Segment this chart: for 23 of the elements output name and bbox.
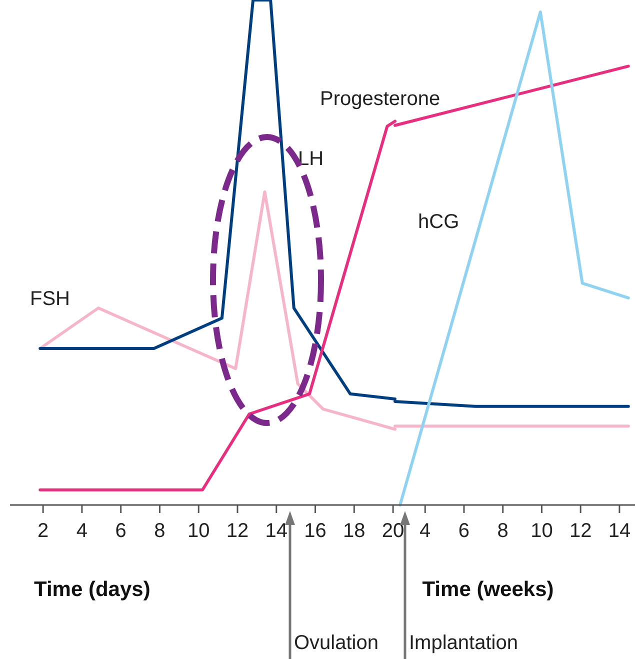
x-tick-label: 10 [530, 520, 553, 542]
x-tick-label: 20 [382, 520, 404, 542]
x-tick-label: 6 [115, 520, 126, 542]
x-tick-label: 12 [569, 520, 592, 542]
x-tick-label: 16 [304, 520, 326, 542]
x-tick-label: 4 [76, 520, 88, 542]
series-label: hCG [418, 211, 460, 233]
x-axis-title: Time (weeks) [422, 578, 554, 601]
x-tick-label: 18 [343, 520, 366, 542]
x-axis-title: Time (days) [34, 578, 150, 601]
series-label: FSH [30, 288, 70, 310]
x-tick-label: 14 [265, 520, 288, 542]
text: Implantation [409, 632, 518, 654]
x-tick-label: 4 [420, 520, 431, 542]
x-tick-label: 14 [608, 520, 631, 542]
x-tick-label: 10 [187, 520, 210, 542]
x-tick-label: 2 [37, 520, 49, 542]
x-tick-label: 8 [497, 520, 508, 542]
text: Ovulation [294, 632, 378, 654]
series-label: Progesterone [320, 88, 440, 110]
x-tick-label: 12 [226, 520, 249, 542]
x-tick-label: 8 [154, 520, 166, 542]
x-tick-label: 6 [458, 520, 470, 542]
